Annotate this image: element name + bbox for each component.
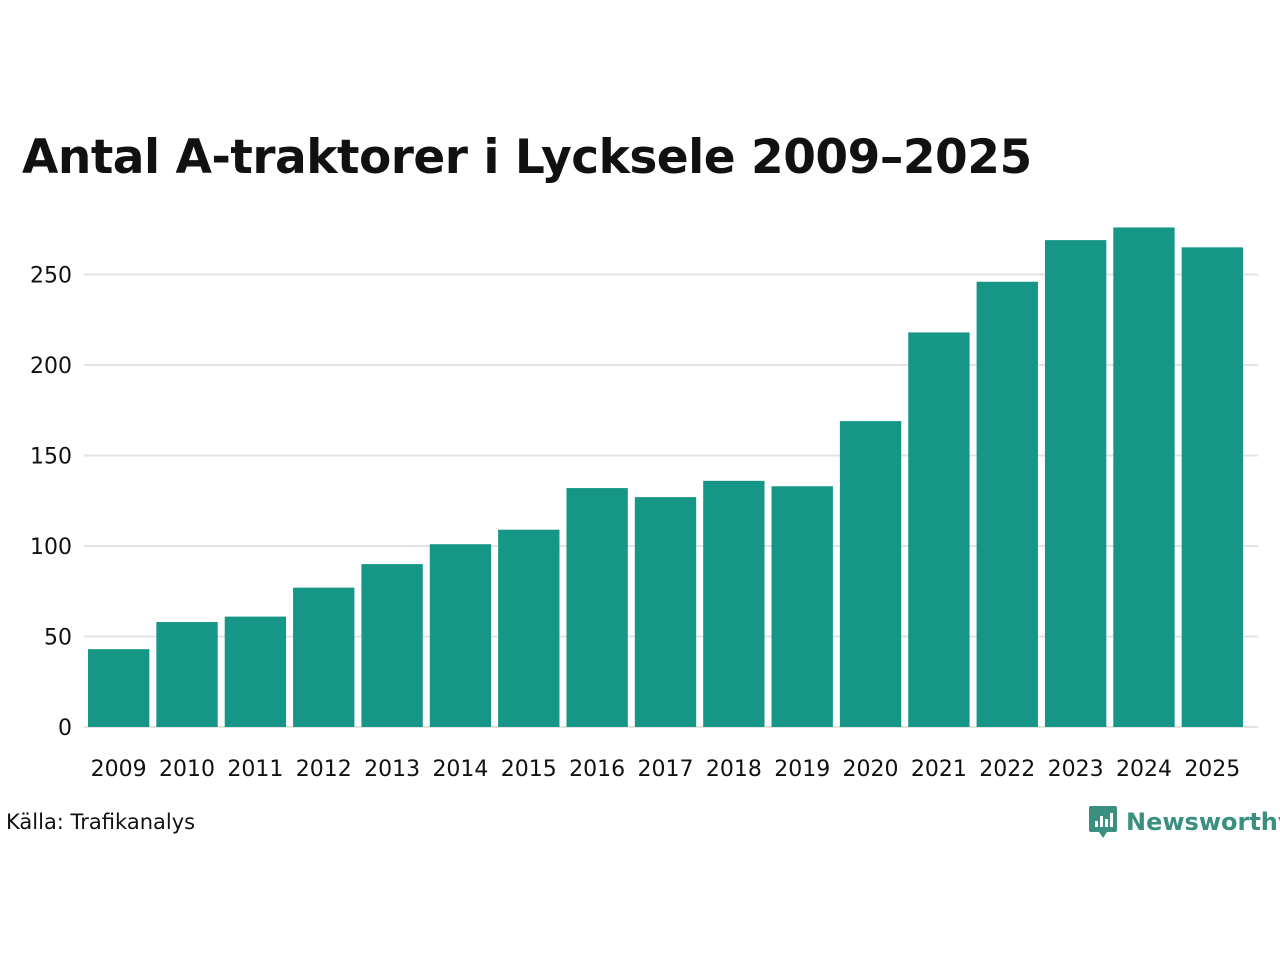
source-note: Källa: Trafikanalys	[6, 810, 196, 834]
x-axis-ticks: 2009 2010 2011 2012 2013 2014 2015 2016 2017 2018…	[91, 757, 1241, 782]
y-tick-label-0: 0	[58, 716, 72, 741]
x-tick-label-2021: 2021	[911, 757, 967, 782]
bar-2014	[429, 544, 492, 727]
y-tick-label-250: 250	[30, 264, 72, 289]
y-tick-label-50: 50	[44, 626, 72, 651]
x-tick-label-2017: 2017	[638, 757, 694, 782]
x-tick-label-2025: 2025	[1184, 757, 1240, 782]
bar-2017	[634, 497, 697, 727]
brand-name: Newsworthy	[1126, 808, 1280, 836]
y-tick-label-150: 150	[30, 445, 72, 470]
bar-2012	[293, 587, 355, 727]
bar-2021	[908, 332, 970, 727]
newsworthy-logo-icon	[1089, 806, 1117, 838]
bar-2010	[156, 622, 218, 727]
x-tick-label-2023: 2023	[1048, 757, 1104, 782]
bar-2024	[1113, 227, 1175, 727]
chart-title: Antal A-traktorer i Lycksele 2009–2025	[22, 130, 1032, 185]
bar-2022	[976, 281, 1038, 727]
x-tick-label-2019: 2019	[774, 757, 830, 782]
bar-2019	[771, 486, 833, 727]
x-tick-label-2018: 2018	[706, 757, 762, 782]
bar-2015	[498, 529, 560, 727]
brand-logo: Newsworthy	[1088, 804, 1280, 840]
x-tick-label-2020: 2020	[843, 757, 899, 782]
y-axis-ticks: 0 50 100 150 200 250	[30, 264, 72, 742]
bar-2018	[703, 480, 765, 727]
x-tick-label-2010: 2010	[159, 757, 215, 782]
x-tick-label-2011: 2011	[227, 757, 283, 782]
bar-2009	[88, 649, 150, 727]
y-tick-label-200: 200	[30, 354, 72, 379]
x-tick-label-2016: 2016	[569, 757, 625, 782]
y-tick-label-100: 100	[30, 535, 72, 560]
bars	[88, 227, 1243, 728]
x-tick-label-2012: 2012	[296, 757, 352, 782]
bar-2011	[224, 616, 287, 727]
bar-2016	[566, 488, 628, 727]
bar-2023	[1044, 240, 1107, 728]
x-tick-label-2022: 2022	[979, 757, 1035, 782]
x-tick-label-2014: 2014	[432, 757, 488, 782]
x-tick-label-2015: 2015	[501, 757, 557, 782]
x-tick-label-2009: 2009	[91, 757, 147, 782]
bar-2020	[839, 421, 902, 727]
bar-chart: 0 50 100 150 200 250 2009 2010 2011 2012 2013 2014…	[30, 227, 1258, 782]
bar-2025	[1181, 247, 1243, 727]
bar-2013	[361, 564, 423, 727]
x-tick-label-2013: 2013	[364, 757, 420, 782]
x-tick-label-2024: 2024	[1116, 757, 1172, 782]
